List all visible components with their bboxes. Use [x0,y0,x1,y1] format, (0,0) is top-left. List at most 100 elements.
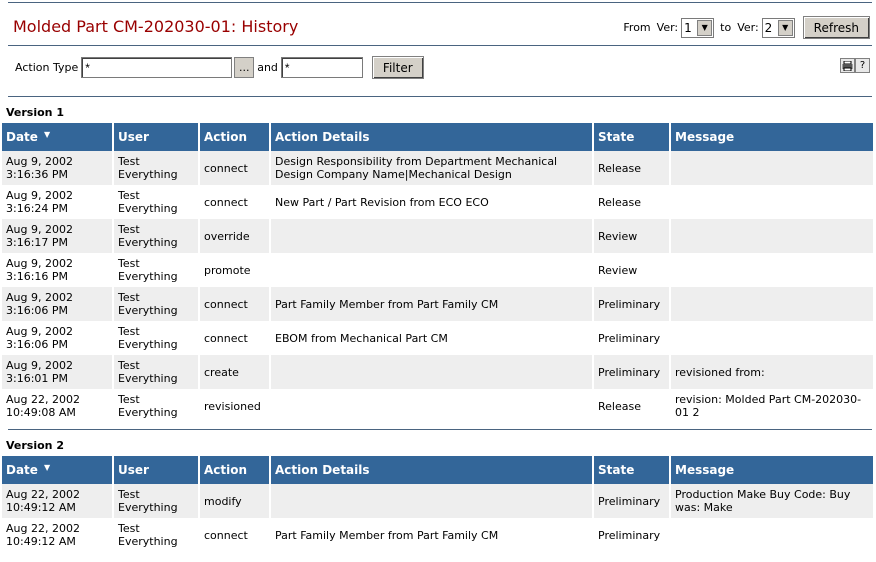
message-cell [670,287,875,321]
state-cell: Release [593,185,671,219]
table-row: Aug 9, 2002 3:16:06 PM Test Everything conne… [2,287,875,321]
date-cell: Aug 22, 2002 10:49:12 AM [2,518,114,552]
message-cell [670,253,875,287]
user-cell: Test Everything [113,321,200,355]
user-cell: Test Everything [113,185,200,219]
from-version-select[interactable]: 1 ▼ [681,17,715,38]
refresh-button[interactable]: Refresh [802,16,870,39]
date-cell: Aug 22, 2002 10:49:08 AM [2,389,114,423]
message-cell [670,321,875,355]
message-cell [670,151,875,185]
action-cell: connect [199,185,271,219]
chevron-down-icon[interactable]: ▼ [777,19,793,36]
state-cell: Preliminary [593,321,671,355]
state-cell: Preliminary [593,287,671,321]
filter-bar: Action Type ... and Filter [15,56,424,79]
action-details-cell: EBOM from Mechanical Part CM [270,321,594,355]
user-cell: Test Everything [113,355,200,389]
message-cell [670,219,875,253]
from-ver-label: Ver: [656,21,679,34]
message-cell: revision: Molded Part CM-202030-01 2 [670,389,875,423]
action-cell: connect [199,151,271,185]
column-header-date[interactable]: Date ▼ [2,456,114,484]
version-divider [8,429,872,430]
date-cell: Aug 9, 2002 3:16:06 PM [2,321,114,355]
from-version-value: 1 [684,20,692,35]
to-version-value: 2 [764,20,773,35]
column-header-action[interactable]: Action [199,123,271,151]
browse-button[interactable]: ... [234,57,255,78]
chevron-down-icon[interactable]: ▼ [697,19,713,36]
action-details-cell [270,253,594,287]
table-row: Aug 9, 2002 3:16:16 PM Test Everything promo… [2,253,875,287]
action-type-input[interactable] [81,57,233,78]
state-cell: Release [593,389,671,423]
date-cell: Aug 9, 2002 3:16:16 PM [2,253,114,287]
filter-button[interactable]: Filter [371,56,424,79]
column-header-message[interactable]: Message [670,456,875,484]
action-details-cell [270,484,594,518]
page-title: Molded Part CM-202030-01: History [13,17,299,36]
column-header-state[interactable]: State [593,456,671,484]
action-cell: promote [199,253,271,287]
table-row: Aug 9, 2002 3:16:01 PM Test Everything creat… [2,355,875,389]
date-cell: Aug 9, 2002 3:16:24 PM [2,185,114,219]
user-cell: Test Everything [113,151,200,185]
and-label: and [257,61,278,74]
user-cell: Test Everything [113,389,200,423]
to-ver-label: Ver: [737,21,759,34]
header-divider [8,45,872,46]
user-cell: Test Everything [113,253,200,287]
action-details-cell [270,389,594,423]
table-row: Aug 9, 2002 3:16:24 PM Test Everything conne… [2,185,875,219]
table-row: Aug 22, 2002 10:49:08 AM Test Everything rev… [2,389,875,423]
to-version-select[interactable]: 2 ▼ [761,17,795,38]
to-label: to [720,21,732,34]
user-cell: Test Everything [113,287,200,321]
state-cell: Release [593,151,671,185]
state-cell: Preliminary [593,355,671,389]
user-cell: Test Everything [113,219,200,253]
filter-divider [8,96,872,97]
column-header-date[interactable]: Date ▼ [2,123,114,151]
date-cell: Aug 9, 2002 3:16:06 PM [2,287,114,321]
action-type-second-input[interactable] [280,57,363,78]
date-cell: Aug 9, 2002 3:16:01 PM [2,355,114,389]
column-header-state[interactable]: State [593,123,671,151]
column-header-user[interactable]: User [113,456,200,484]
action-cell: connect [199,518,271,552]
column-header-action[interactable]: Action [199,456,271,484]
message-cell [670,185,875,219]
action-cell: connect [199,321,271,355]
date-cell: Aug 22, 2002 10:49:12 AM [2,484,114,518]
action-cell: modify [199,484,271,518]
user-cell: Test Everything [113,518,200,552]
column-header-message[interactable]: Message [670,123,875,151]
page-tools: ? [840,58,870,73]
version-range-controls: From Ver: 1 ▼ to Ver: 2 ▼ Refresh [620,16,870,39]
help-icon[interactable]: ? [855,58,870,73]
state-cell: Preliminary [593,518,671,552]
message-cell [670,518,875,552]
action-cell: revisioned [199,389,271,423]
column-header-user[interactable]: User [113,123,200,151]
action-details-cell: Part Family Member from Part Family CM [270,287,594,321]
action-details-cell [270,219,594,253]
date-cell: Aug 9, 2002 3:16:17 PM [2,219,114,253]
table-row: Aug 9, 2002 3:16:17 PM Test Everything overr… [2,219,875,253]
version-2-label: Version 2 [6,439,64,452]
printer-icon[interactable] [840,58,855,73]
state-cell: Preliminary [593,484,671,518]
top-divider [8,2,872,3]
message-cell: Production Make Buy Code: Buy was: Make [670,484,875,518]
action-cell: override [199,219,271,253]
version-2-history-table: Date ▼ User Action Action Details State M… [2,456,875,552]
date-cell: Aug 9, 2002 3:16:36 PM [2,151,114,185]
column-header-action-details[interactable]: Action Details [270,456,594,484]
action-details-cell: Design Responsibility from Department Me… [270,151,594,185]
sort-descending-icon: ▼ [43,463,51,472]
action-details-cell: New Part / Part Revision from ECO ECO [270,185,594,219]
version-1-label: Version 1 [6,106,64,119]
column-header-action-details[interactable]: Action Details [270,123,594,151]
user-cell: Test Everything [113,484,200,518]
